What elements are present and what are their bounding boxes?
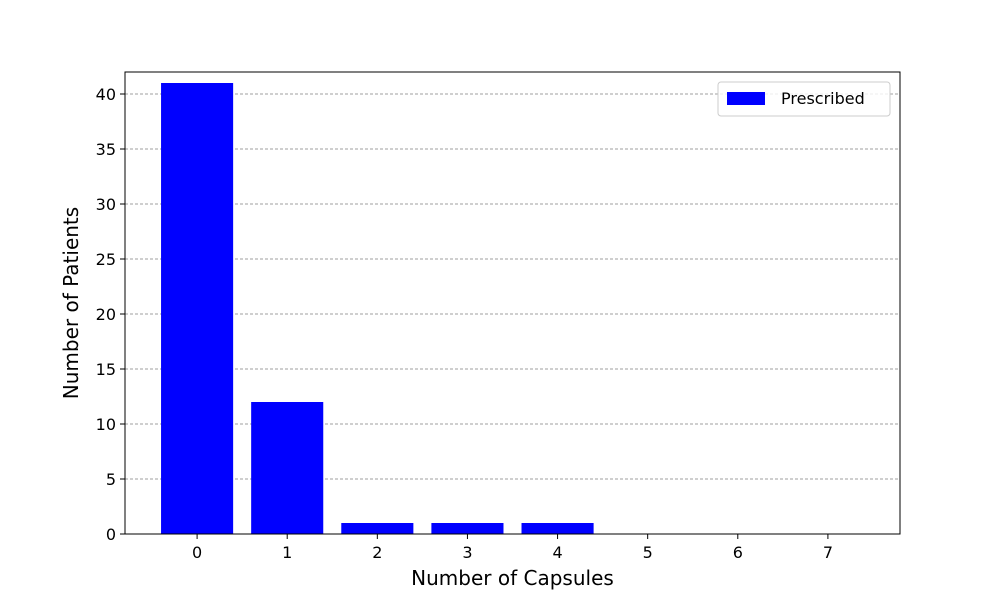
x-tick-label: 7 (823, 543, 833, 562)
x-tick-label: 4 (552, 543, 562, 562)
legend-swatch (727, 92, 765, 105)
x-tick-label: 1 (282, 543, 292, 562)
y-tick-label: 30 (96, 195, 116, 214)
y-tick-label: 20 (96, 305, 116, 324)
y-tick-label: 5 (106, 470, 116, 489)
x-tick-label: 0 (192, 543, 202, 562)
plot-frame (124, 71, 901, 535)
bar (431, 523, 504, 534)
x-tick-label: 6 (733, 543, 743, 562)
bar (251, 402, 324, 534)
y-tick-label: 15 (96, 360, 116, 379)
bars (161, 83, 594, 534)
y-tick-label: 35 (96, 140, 116, 159)
x-tick-label: 5 (643, 543, 653, 562)
y-axis-label: Number of Patients (59, 207, 83, 399)
y-tick-label: 0 (106, 525, 116, 544)
grid (125, 93, 900, 480)
x-tick-label: 2 (372, 543, 382, 562)
bar (521, 523, 594, 534)
bar (161, 83, 234, 534)
bar (341, 523, 414, 534)
x-axis-label: Number of Capsules (411, 566, 614, 590)
legend: Prescribed (717, 81, 891, 117)
legend-box (717, 81, 891, 117)
y-tick-label: 10 (96, 415, 116, 434)
y-tick-label: 25 (96, 250, 116, 269)
ticks: 0 5 10 15 20 25 30 35 40 0 1 2 3 4 5 6 7 (96, 85, 833, 562)
legend-label: Prescribed (781, 89, 865, 108)
y-tick-label: 40 (96, 85, 116, 104)
x-tick-label: 3 (462, 543, 472, 562)
